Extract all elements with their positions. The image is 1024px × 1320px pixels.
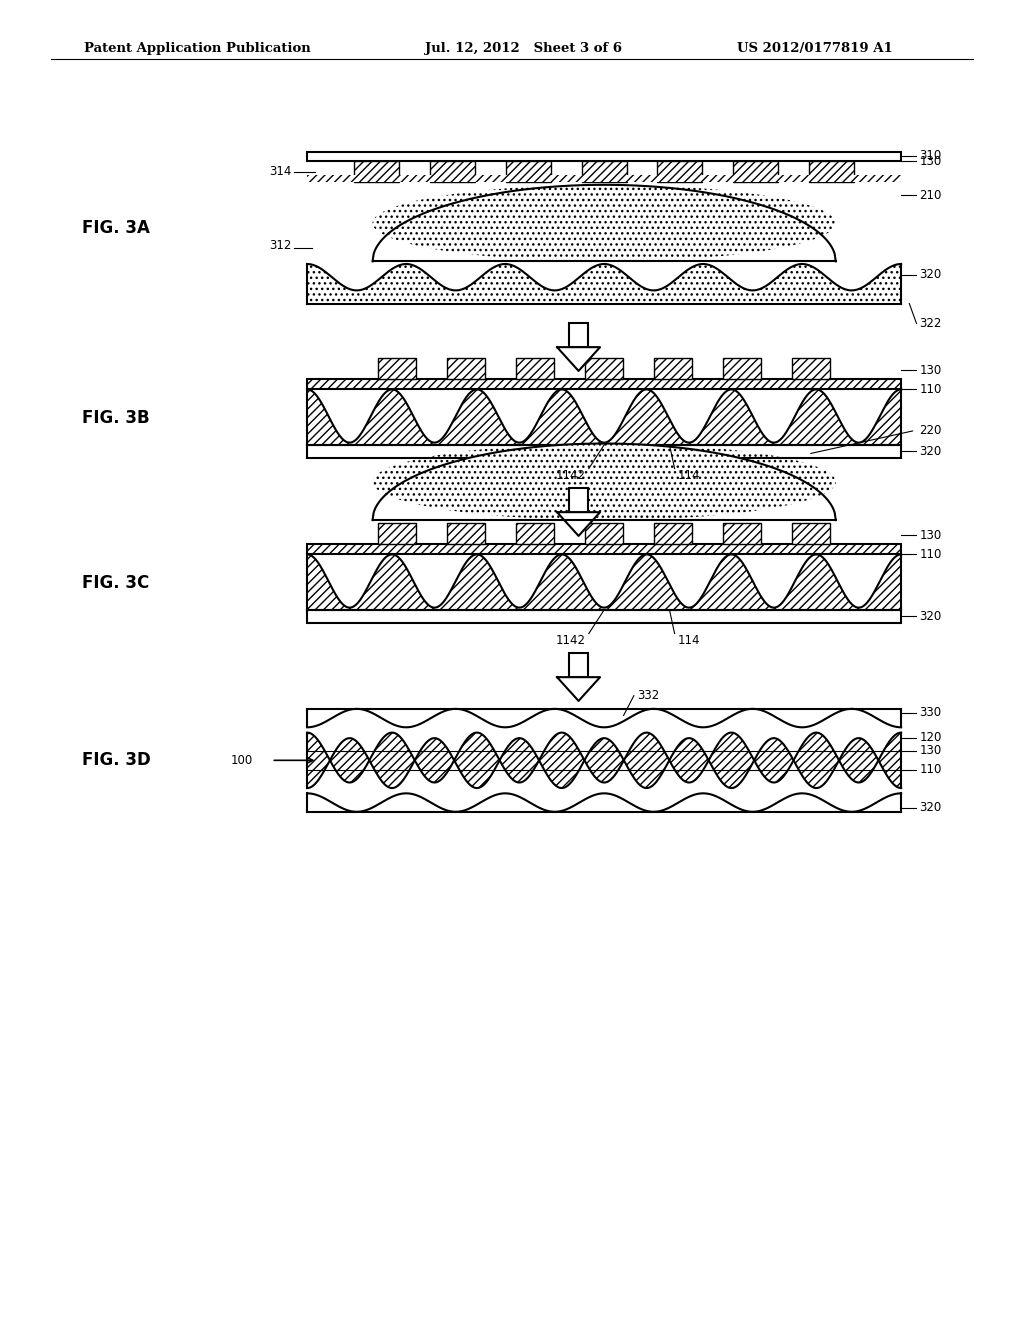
Bar — [654, 523, 692, 544]
Text: 120: 120 — [920, 731, 942, 744]
Text: 130: 130 — [920, 744, 942, 758]
Bar — [657, 161, 702, 182]
Bar — [569, 488, 588, 512]
Bar — [378, 523, 416, 544]
Text: 330: 330 — [920, 706, 942, 719]
Polygon shape — [373, 185, 836, 261]
Bar — [516, 523, 554, 544]
Bar — [654, 358, 692, 379]
Bar — [446, 358, 485, 379]
Bar — [723, 358, 761, 379]
Bar — [723, 523, 761, 544]
Polygon shape — [307, 264, 901, 304]
Text: 210: 210 — [920, 189, 942, 202]
Text: 320: 320 — [920, 445, 942, 458]
Bar — [585, 523, 624, 544]
Bar — [582, 161, 627, 182]
Bar — [506, 161, 551, 182]
Bar — [516, 358, 554, 379]
Text: 130: 130 — [920, 529, 942, 543]
Bar — [733, 161, 778, 182]
Text: FIG. 3A: FIG. 3A — [82, 219, 150, 236]
Text: 114: 114 — [678, 469, 700, 482]
Text: 1142: 1142 — [556, 469, 586, 482]
Bar — [354, 161, 399, 182]
Bar — [723, 358, 761, 379]
Bar — [307, 445, 901, 458]
Bar — [809, 161, 854, 182]
Bar — [792, 358, 830, 379]
Polygon shape — [557, 677, 600, 701]
Bar — [378, 523, 416, 544]
Bar — [585, 358, 624, 379]
Text: 322: 322 — [920, 317, 942, 330]
Text: 320: 320 — [920, 610, 942, 623]
Polygon shape — [307, 793, 901, 812]
Bar — [430, 161, 475, 182]
Bar — [733, 161, 778, 182]
Bar — [585, 358, 624, 379]
Text: 220: 220 — [920, 424, 942, 437]
Text: 332: 332 — [637, 689, 659, 702]
Bar — [569, 653, 588, 677]
Bar — [307, 174, 901, 182]
Text: 310: 310 — [920, 149, 942, 162]
Polygon shape — [557, 512, 600, 536]
Text: 110: 110 — [920, 548, 942, 561]
Bar — [446, 523, 485, 544]
Bar — [307, 174, 901, 182]
Text: US 2012/0177819 A1: US 2012/0177819 A1 — [737, 42, 893, 55]
Bar — [792, 523, 830, 544]
Bar — [657, 161, 702, 182]
Bar — [809, 161, 854, 182]
Text: 320: 320 — [920, 268, 942, 281]
Polygon shape — [373, 444, 836, 520]
Text: FIG. 3C: FIG. 3C — [82, 574, 150, 593]
Polygon shape — [307, 709, 901, 727]
Bar — [582, 161, 627, 182]
Bar — [506, 161, 551, 182]
Text: 314: 314 — [269, 165, 292, 178]
Bar — [569, 323, 588, 347]
Bar — [378, 358, 416, 379]
Text: 130: 130 — [920, 364, 942, 378]
Bar — [446, 358, 485, 379]
Text: FIG. 3B: FIG. 3B — [82, 409, 150, 428]
Bar — [654, 523, 692, 544]
Bar — [792, 358, 830, 379]
Text: 312: 312 — [269, 239, 292, 252]
Bar — [430, 161, 475, 182]
Bar — [723, 523, 761, 544]
Bar — [585, 523, 624, 544]
Bar — [446, 523, 485, 544]
Bar — [307, 379, 901, 389]
Text: 320: 320 — [920, 801, 942, 814]
Bar — [378, 358, 416, 379]
Text: Jul. 12, 2012   Sheet 3 of 6: Jul. 12, 2012 Sheet 3 of 6 — [425, 42, 622, 55]
Bar — [307, 152, 901, 161]
Text: 130: 130 — [920, 154, 942, 168]
Polygon shape — [557, 347, 600, 371]
Text: Patent Application Publication: Patent Application Publication — [84, 42, 310, 55]
Text: 1142: 1142 — [556, 634, 586, 647]
Bar — [654, 358, 692, 379]
Bar — [792, 523, 830, 544]
Bar — [354, 161, 399, 182]
Bar — [307, 544, 901, 554]
Text: 110: 110 — [920, 383, 942, 396]
Bar — [307, 544, 901, 554]
Bar — [307, 379, 901, 389]
Text: 114: 114 — [678, 634, 700, 647]
Text: FIG. 3D: FIG. 3D — [82, 751, 151, 770]
Text: 110: 110 — [920, 763, 942, 776]
Bar — [516, 523, 554, 544]
Bar — [307, 610, 901, 623]
Text: 100: 100 — [230, 754, 253, 767]
Bar — [516, 358, 554, 379]
